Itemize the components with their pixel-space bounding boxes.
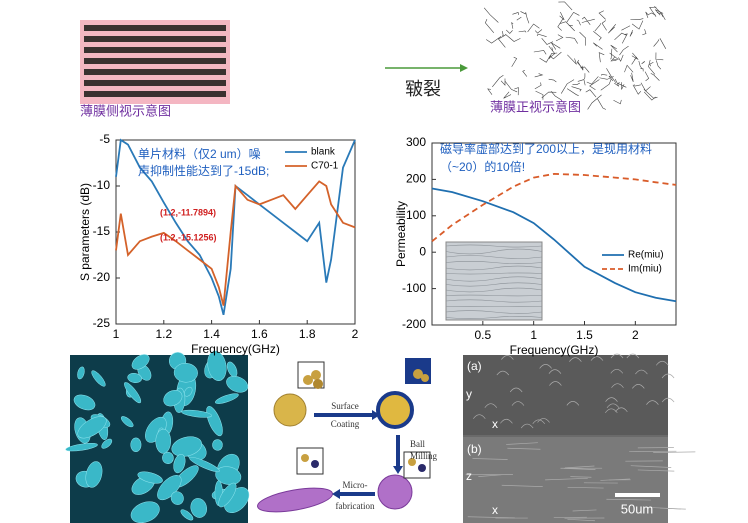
inset-texture <box>445 282 543 287</box>
y-tick-label: 200 <box>406 172 426 186</box>
y-tick-label: -10 <box>93 178 111 192</box>
y-axis-label: Permeability <box>394 201 408 267</box>
axis-label: z <box>466 469 472 483</box>
step-label: Micro- <box>343 480 368 490</box>
y-tick-label: 0 <box>419 244 426 258</box>
legend-label: Re(miu) <box>628 250 664 261</box>
inset-texture <box>445 315 543 320</box>
y-tick-label: -15 <box>93 224 111 238</box>
axis-label: x <box>492 417 498 431</box>
legend-label: blank <box>311 147 336 158</box>
y-tick-label: 100 <box>406 208 426 222</box>
x-tick-label: 1 <box>530 328 537 342</box>
panel-label: (a) <box>467 359 482 373</box>
inset-texture <box>445 244 543 248</box>
side-view-image <box>80 20 230 104</box>
annotation: 磁导率虚部达到了200以上，是现用材料 <box>440 141 652 156</box>
inset-texture <box>445 276 543 282</box>
x-tick-label: 1.2 <box>155 327 172 341</box>
scale-bar-label: 50um <box>621 501 654 516</box>
x-tick-label: 1.5 <box>576 328 593 342</box>
plot-frame <box>431 142 677 326</box>
front-view-image <box>483 1 667 110</box>
inset-texture <box>445 310 543 314</box>
x-tick-label: 1.4 <box>203 327 220 341</box>
y-tick-label: -5 <box>99 132 110 146</box>
legend-label: Im(miu) <box>628 264 662 275</box>
point-label: (1.2,-15.1256) <box>160 232 217 242</box>
step-label: Ball <box>410 439 425 449</box>
y-tick-label: -100 <box>402 281 426 295</box>
series-line <box>115 180 356 306</box>
caption: 薄膜正视示意图 <box>490 99 581 114</box>
axis-label: y <box>466 387 472 401</box>
inset-texture <box>445 272 543 275</box>
x-tick-label: 0.5 <box>474 328 491 342</box>
inset-texture <box>445 255 543 259</box>
y-tick-label: 300 <box>406 135 426 149</box>
step-label: Surface <box>331 401 358 411</box>
inset-texture <box>445 265 543 271</box>
cross-section-image: (a) (b) y x z x 50um <box>463 353 696 523</box>
inset-texture <box>445 287 543 293</box>
inset-texture <box>445 294 543 297</box>
series-line <box>431 172 677 243</box>
x-tick-label: 2 <box>352 327 359 341</box>
point-label: (1.2,-11.7894) <box>160 207 216 217</box>
x-axis-label: Frequency(GHz) <box>510 343 599 357</box>
x-tick-label: 1.8 <box>299 327 316 341</box>
step-label: Milling <box>410 451 438 461</box>
inset-texture <box>445 248 543 255</box>
inset-texture <box>445 260 543 265</box>
step-label: fabrication <box>336 501 375 511</box>
panel-label: (b) <box>467 442 482 456</box>
y-tick-label: -20 <box>93 270 111 284</box>
axis-label: x <box>492 503 498 517</box>
sem-image <box>65 350 250 523</box>
step-label: Coating <box>331 419 360 429</box>
legend-label: C70-1 <box>311 161 339 172</box>
annotation: 单片材料（仅2 um）噪 <box>138 147 261 161</box>
process-diagram: Surface Coating Ball Milling Micro- fabr… <box>250 355 460 523</box>
inset-texture <box>445 299 543 303</box>
arrow-head <box>460 64 468 72</box>
x-tick-label: 2 <box>632 328 639 342</box>
y-tick-label: -25 <box>93 316 111 330</box>
y-tick-label: -200 <box>402 317 426 331</box>
x-tick-label: 1 <box>113 327 120 341</box>
x-axis-label: Frequency(GHz) <box>191 342 280 356</box>
series-line <box>115 138 356 316</box>
inset-image <box>445 241 543 321</box>
crack-label: 皲裂 <box>405 79 441 99</box>
x-tick-label: 1.6 <box>251 327 268 341</box>
series-line <box>431 187 677 303</box>
annotation: （~20）的10倍! <box>440 159 525 174</box>
annotation: 声抑制性能达到了-15dB; <box>138 163 269 178</box>
y-axis-label: S parameters (dB) <box>78 183 92 281</box>
caption: 薄膜侧视示意图 <box>80 103 171 118</box>
